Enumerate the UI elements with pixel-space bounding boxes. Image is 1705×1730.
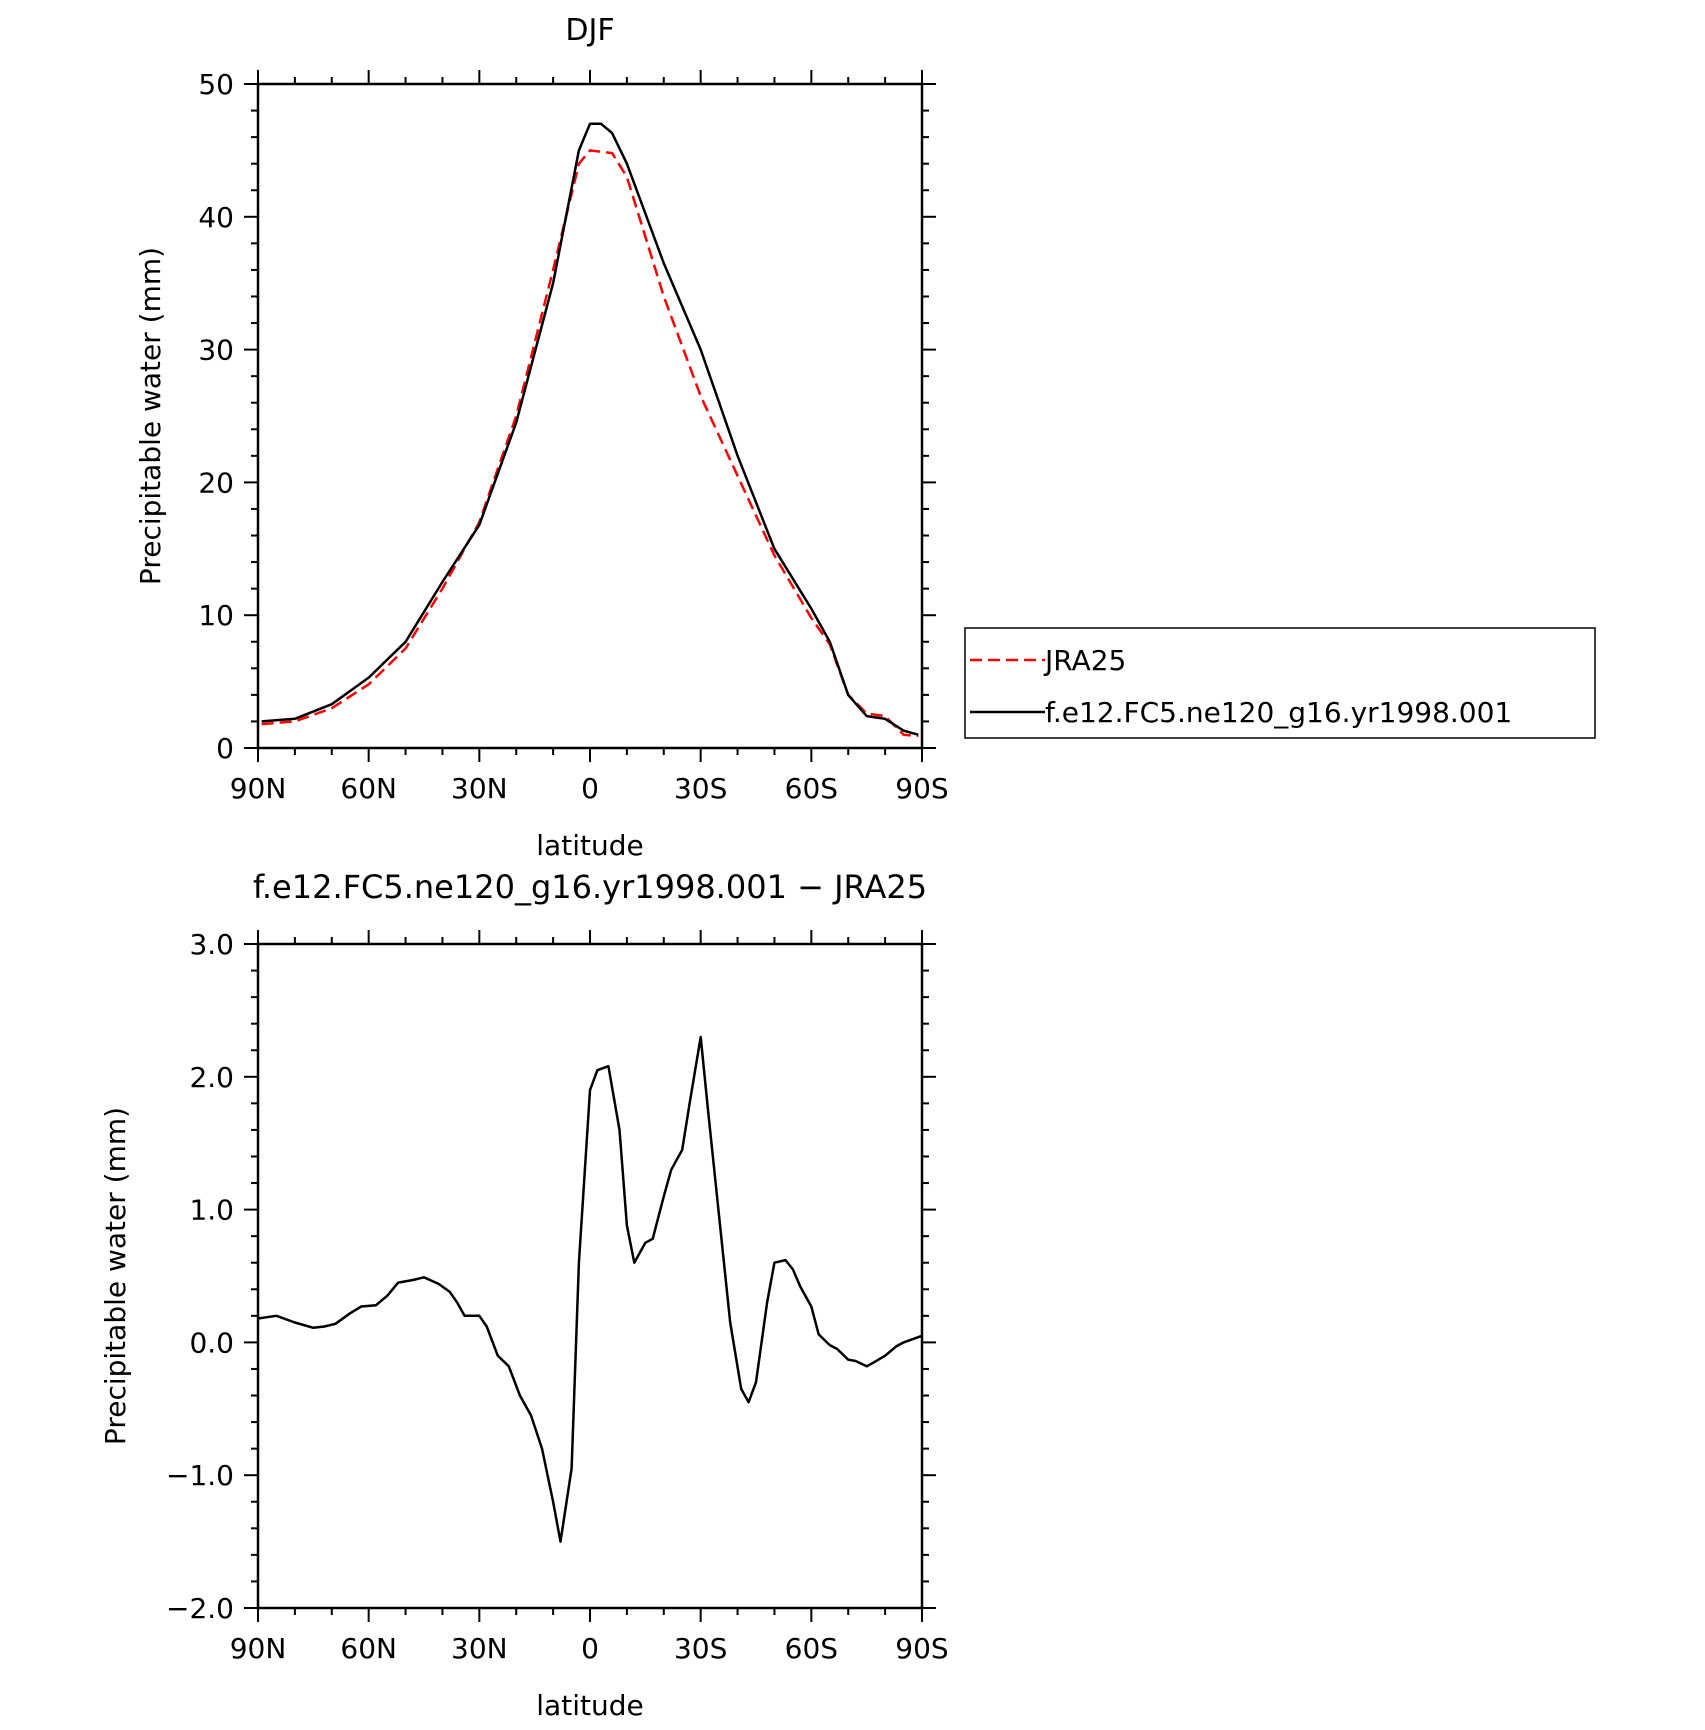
plot-frame xyxy=(256,82,924,750)
x-tick-label: 30S xyxy=(674,772,727,805)
y-tick-label: 20 xyxy=(198,466,234,499)
legend-box xyxy=(964,627,1596,739)
x-tick-label: 90N xyxy=(230,772,287,805)
axis-ticks xyxy=(244,70,936,762)
x-tick-label: 90S xyxy=(895,772,948,805)
legend-label-jra25: JRA25 xyxy=(1043,644,1126,677)
y-tick-label: −1.0 xyxy=(166,1459,234,1492)
x-tick-label: 60N xyxy=(340,772,397,805)
x-axis-label: latitude xyxy=(536,1689,643,1722)
x-tick-label: 0 xyxy=(581,1632,599,1665)
x-tick-label: 30N xyxy=(451,1632,508,1665)
y-tick-label: 2.0 xyxy=(189,1061,234,1094)
series-group xyxy=(257,1035,923,1543)
y-tick-label: 40 xyxy=(198,201,234,234)
y-tick-label: 50 xyxy=(198,68,234,101)
series-line-1 xyxy=(261,122,919,736)
chart-title: DJF xyxy=(565,13,614,48)
y-tick-labels: −2.0 −1.0 0.0 1.0 2.0 3.0 xyxy=(166,928,234,1625)
chart-title: f.e12.FC5.ne120_g16.yr1998.001 − JRA25 xyxy=(253,868,927,906)
x-tick-label: 0 xyxy=(581,772,599,805)
y-tick-label: 0 xyxy=(216,732,234,765)
legend: JRA25 f.e12.FC5.ne120_g16.yr1998.001 xyxy=(964,627,1596,739)
x-tick-label: 30S xyxy=(674,1632,727,1665)
x-tick-label: 90S xyxy=(895,1632,948,1665)
y-tick-label: 10 xyxy=(198,599,234,632)
x-tick-label: 60N xyxy=(340,1632,397,1665)
y-tick-label: 0.0 xyxy=(189,1326,234,1359)
x-axis-label: latitude xyxy=(536,829,643,862)
y-axis-label: Precipitable water (mm) xyxy=(134,247,167,585)
y-tick-label: 30 xyxy=(198,334,234,367)
x-tick-labels: 90N 60N 30N 0 30S 60S 90S xyxy=(230,1632,949,1665)
x-tick-label: 30N xyxy=(451,772,508,805)
y-axis-label: Precipitable water (mm) xyxy=(99,1107,132,1445)
series-line-0 xyxy=(257,1035,923,1543)
y-tick-label: 3.0 xyxy=(189,928,234,961)
plot-frame xyxy=(256,942,924,1610)
precipitable-water-panel: DJF 0 10 20 30 40 50 90N 60N 30N 0 30S 60S 90S lati… xyxy=(134,13,1596,862)
y-tick-label: −2.0 xyxy=(166,1592,234,1625)
axis-ticks xyxy=(244,930,936,1622)
series-group xyxy=(261,122,919,738)
y-tick-label: 1.0 xyxy=(189,1194,234,1227)
y-tick-labels: 0 10 20 30 40 50 xyxy=(198,68,234,765)
difference-panel: f.e12.FC5.ne120_g16.yr1998.001 − JRA25 −… xyxy=(99,868,949,1722)
x-tick-labels: 90N 60N 30N 0 30S 60S 90S xyxy=(230,772,949,805)
series-line-0 xyxy=(261,149,919,738)
x-tick-label: 90N xyxy=(230,1632,287,1665)
legend-label-model: f.e12.FC5.ne120_g16.yr1998.001 xyxy=(1045,696,1512,729)
x-tick-label: 60S xyxy=(785,772,838,805)
x-tick-label: 60S xyxy=(785,1632,838,1665)
